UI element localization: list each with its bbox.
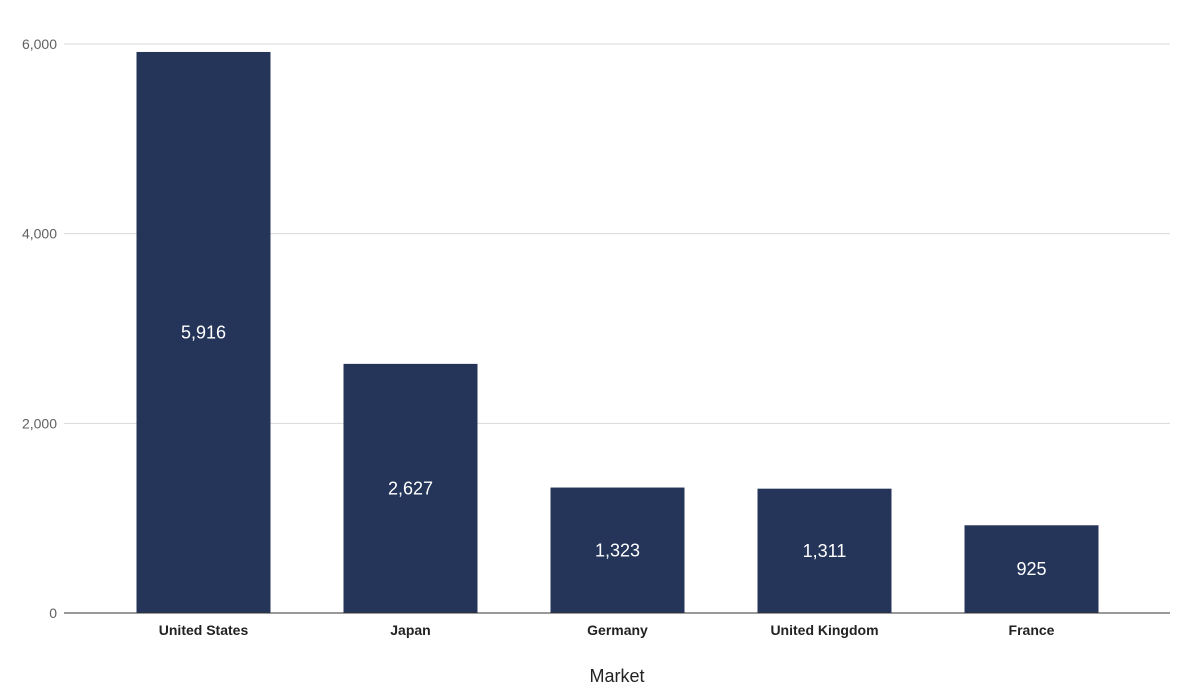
- x-tick-label: United Kingdom: [770, 622, 878, 638]
- bar: [964, 525, 1099, 613]
- x-tick-label: United States: [159, 622, 249, 638]
- y-tick-label: 6,000: [22, 36, 57, 52]
- y-tick-label: 0: [49, 605, 57, 621]
- bar: [757, 488, 892, 613]
- data-labels: 5,916 2,627 1,323 1,311 925: [181, 322, 1047, 579]
- bar: [343, 363, 478, 613]
- bar: [136, 51, 271, 613]
- bar-value-label: 5,916: [181, 322, 226, 342]
- bar-value-label: 2,627: [388, 478, 433, 498]
- x-axis: United States Japan Germany United Kingdom F…: [64, 612, 1170, 638]
- y-tick-label: 2,000: [22, 415, 57, 431]
- bars: [136, 51, 1099, 613]
- x-tick-label: Japan: [390, 622, 430, 638]
- bar-value-label: 1,323: [595, 540, 640, 560]
- bar-value-label: 1,311: [803, 541, 847, 561]
- x-axis-title: Market: [589, 666, 644, 686]
- x-tick-label: France: [1009, 622, 1055, 638]
- y-tick-label: 4,000: [22, 226, 57, 242]
- bar-value-label: 925: [1016, 559, 1046, 579]
- y-axis: 0 2,000 4,000 6,000: [22, 36, 57, 621]
- bar: [550, 487, 685, 613]
- x-tick-label: Germany: [587, 622, 648, 638]
